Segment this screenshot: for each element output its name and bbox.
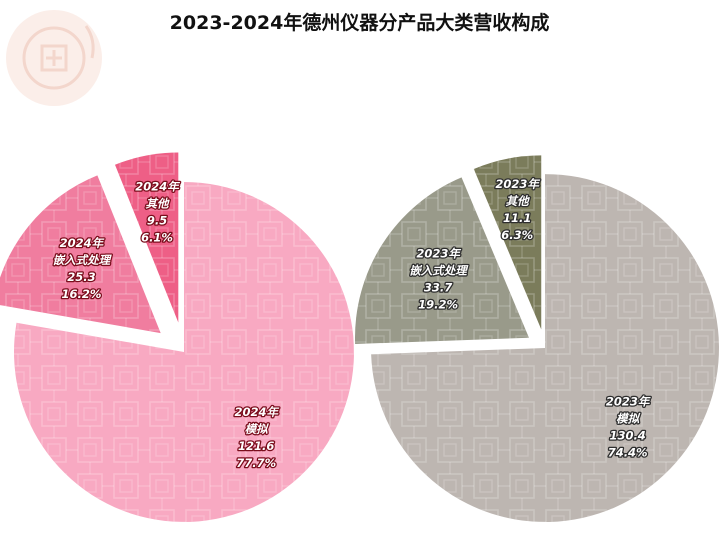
data-label-year-other: 2023年 — [495, 177, 540, 191]
data-label-category-analog: 模拟 — [245, 422, 269, 436]
data-label-percent-analog: 74.4% — [608, 446, 648, 460]
pie-slice-texture — [14, 182, 354, 522]
data-label-percent-other: 6.3% — [501, 228, 533, 242]
pie-slice-texture — [473, 155, 542, 330]
data-label-category-embedded: 嵌入式处理 — [53, 253, 113, 267]
chart-title: 2023-2024年德州仪器分产品大类营收构成 — [169, 12, 550, 34]
pie-slice-texture — [0, 175, 161, 334]
data-label-category-embedded: 嵌入式处理 — [409, 264, 469, 278]
data-label-value-analog: 130.4 — [609, 429, 645, 443]
pie-slice-texture — [354, 177, 529, 345]
data-label-value-embedded: 25.3 — [67, 270, 95, 284]
data-label-category-analog: 模拟 — [616, 412, 640, 426]
pie-chart-2023: 2023年模拟130.474.4%2023年嵌入式处理33.719.2%2023… — [354, 155, 719, 522]
pie-slice-texture — [114, 152, 179, 323]
data-label-percent-other: 6.1% — [141, 230, 173, 244]
data-label-value-analog: 121.6 — [238, 439, 274, 453]
data-label-year-embedded: 2023年 — [416, 247, 461, 261]
data-label-value-other: 11.1 — [503, 211, 531, 225]
data-label-category-other: 其他 — [506, 194, 530, 208]
data-label-year-other: 2024年 — [135, 179, 180, 193]
data-label-category-other: 其他 — [146, 196, 170, 210]
data-label-percent-embedded: 19.2% — [418, 298, 458, 312]
data-label-year-analog: 2023年 — [606, 395, 651, 409]
pie-chart-2024: 2024年模拟121.677.7%2024年嵌入式处理25.316.2%2024… — [0, 152, 354, 522]
pie-slice-texture — [371, 174, 719, 522]
data-label-value-other: 9.5 — [147, 213, 167, 227]
data-label-value-embedded: 33.7 — [424, 281, 452, 295]
data-label-percent-embedded: 16.2% — [61, 287, 101, 301]
data-label-percent-analog: 77.7% — [236, 456, 276, 470]
watermark-logo-icon — [6, 10, 102, 106]
data-label-year-embedded: 2024年 — [60, 236, 105, 250]
data-label-year-analog: 2024年 — [234, 405, 279, 419]
